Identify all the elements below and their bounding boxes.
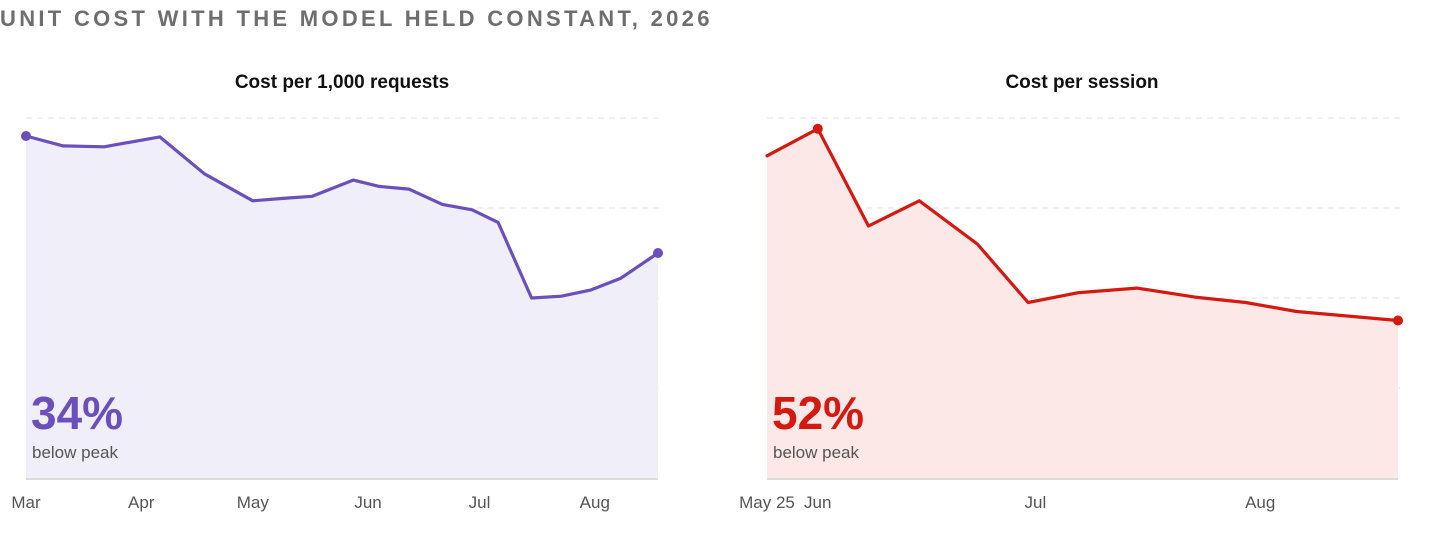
highlight-dot-last	[653, 248, 663, 258]
annotation-value: 52%	[772, 387, 864, 439]
data-point	[765, 154, 769, 158]
main-title: UNIT COST WITH THE MODEL HELD CONSTANT, …	[0, 6, 713, 31]
annotation-label: below peak	[32, 443, 119, 462]
data-point	[917, 199, 921, 203]
data-point	[975, 242, 979, 246]
data-point	[1193, 295, 1197, 299]
panel-title: Cost per 1,000 requests	[235, 72, 449, 93]
highlight-dot-first	[21, 131, 31, 141]
data-point	[1294, 310, 1298, 314]
annotation-value: 34%	[31, 387, 123, 439]
x-tick-label-jul: Jul	[1024, 493, 1046, 512]
x-tick-label-aug: Aug	[1245, 493, 1275, 512]
x-tick-label-apr: Apr	[128, 493, 155, 512]
area-fill	[26, 136, 658, 478]
x-tick-label-may: May	[237, 493, 270, 512]
panel-title: Cost per session	[1005, 72, 1158, 93]
data-point	[1026, 301, 1030, 305]
series-line	[765, 127, 1400, 323]
x-tick-label-may-25: May 25	[739, 493, 795, 512]
chart-cost-per-1000-requests: Cost per 1,000 requests Mar Apr May Jun Jul Au…	[11, 72, 663, 512]
x-tick-label-aug: Aug	[580, 493, 610, 512]
x-tick-label-jun: Jun	[354, 493, 381, 512]
x-tick-label-mar: Mar	[11, 493, 41, 512]
data-point	[1244, 301, 1248, 305]
data-point	[1135, 286, 1139, 290]
x-tick-label-jul: Jul	[469, 493, 491, 512]
annotation-label: below peak	[773, 443, 860, 462]
data-point	[1077, 291, 1081, 295]
highlight-dot-peak	[812, 123, 823, 134]
x-tick-label-jun: Jun	[804, 493, 831, 512]
highlight-dot-last	[1393, 315, 1403, 326]
series-line	[24, 134, 660, 300]
data-point	[867, 224, 871, 228]
area-fill	[767, 128, 1398, 479]
